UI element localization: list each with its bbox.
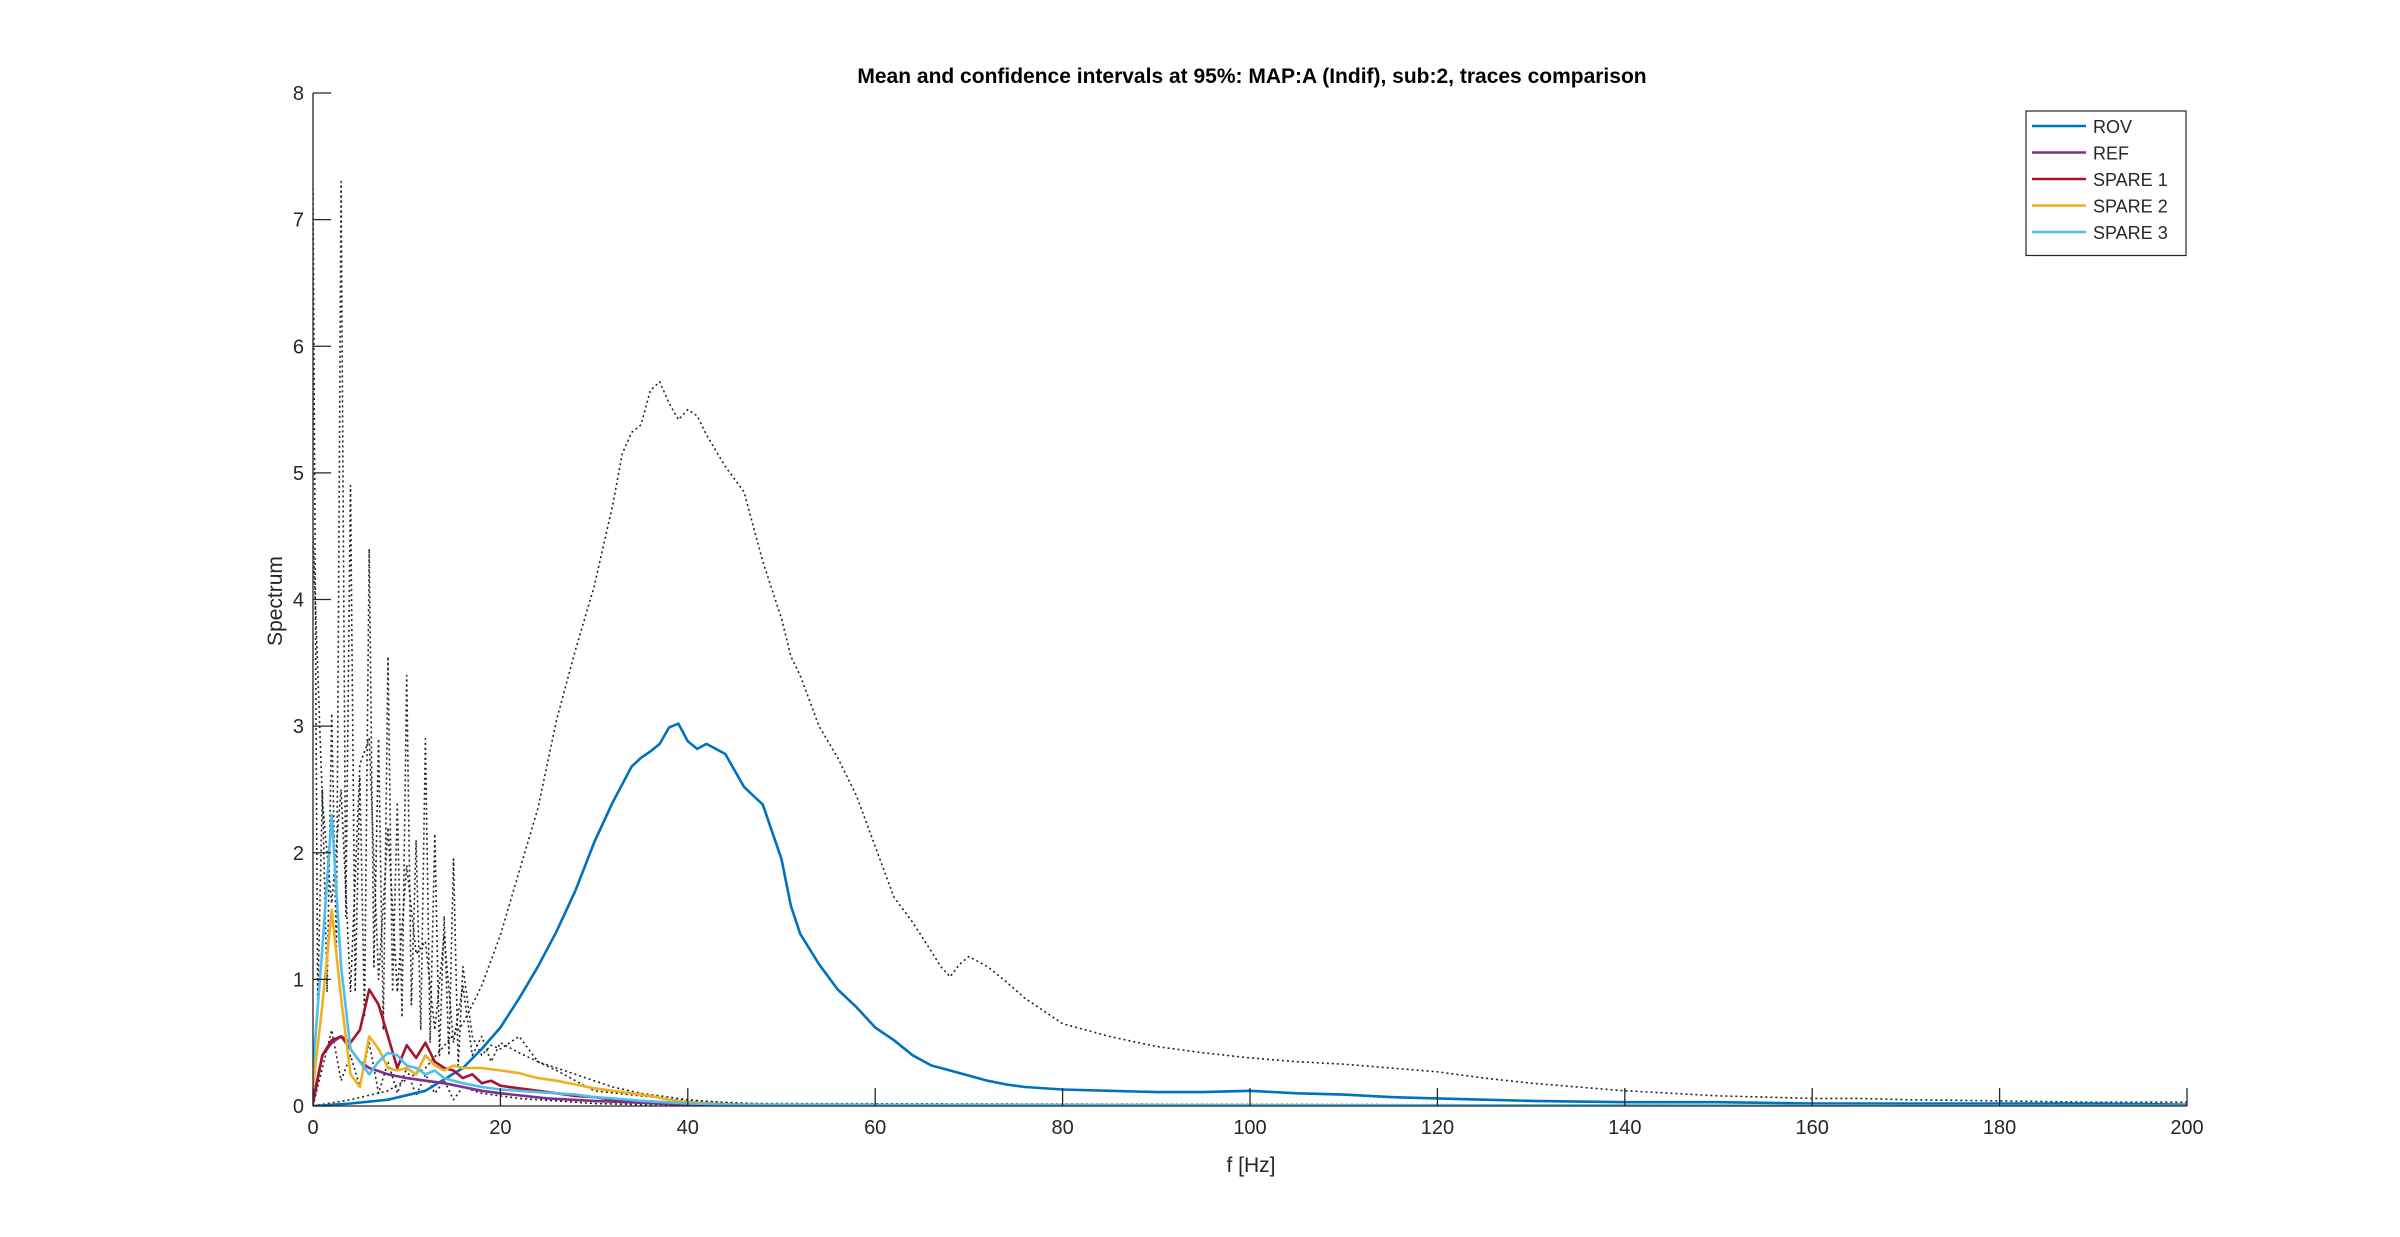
x-tick-label: 180 bbox=[1983, 1117, 2016, 1139]
y-tick-label: 8 bbox=[293, 83, 304, 105]
legend-entry-label: SPARE 3 bbox=[2093, 223, 2168, 243]
y-tick-label: 7 bbox=[293, 210, 304, 232]
legend-entry-label: ROV bbox=[2093, 117, 2132, 137]
x-tick-label: 80 bbox=[1051, 1117, 1073, 1139]
plot-area bbox=[313, 180, 2187, 1106]
y-tick-label: 3 bbox=[293, 716, 304, 738]
y-tick-label: 5 bbox=[293, 463, 304, 485]
x-tick-label: 60 bbox=[864, 1117, 886, 1139]
series-line-rov bbox=[313, 722, 2187, 1106]
x-tick-label: 20 bbox=[489, 1117, 511, 1139]
chart-title: Mean and confidence intervals at 95%: MA… bbox=[857, 65, 1646, 88]
x-tick-label: 40 bbox=[677, 1117, 699, 1139]
y-axis-label: Spectrum bbox=[264, 556, 287, 646]
confidence-bound-line-6 bbox=[313, 180, 2187, 1106]
axes: 0 20 40 60 80 100 120 140 160 180 200 0 1 2 3 4 5 6 7 8 bbox=[293, 83, 2204, 1139]
y-tick-label: 2 bbox=[293, 843, 304, 865]
x-tick-label: 160 bbox=[1796, 1117, 1829, 1139]
y-tick-label: 1 bbox=[293, 969, 304, 991]
x-tick-label: 100 bbox=[1233, 1117, 1266, 1139]
x-tick-label: 0 bbox=[307, 1117, 318, 1139]
legend: ROV REF SPARE 1 SPARE 2 SPARE 3 bbox=[2025, 110, 2187, 257]
legend-entry-label: SPARE 1 bbox=[2093, 170, 2168, 190]
y-tick-label: 6 bbox=[293, 336, 304, 358]
x-tick-label: 140 bbox=[1608, 1117, 1641, 1139]
y-tick-label: 4 bbox=[293, 590, 304, 612]
x-tick-label: 120 bbox=[1421, 1117, 1454, 1139]
x-axis-label: f [Hz] bbox=[1226, 1154, 1275, 1177]
series-line-spare-3 bbox=[313, 813, 2187, 1106]
confidence-bound-line-5 bbox=[313, 380, 2187, 1106]
series-line-spare-2 bbox=[313, 908, 2187, 1106]
confidence-bound-line-8 bbox=[313, 536, 2187, 1106]
legend-entry-label: SPARE 2 bbox=[2093, 197, 2168, 217]
y-tick-label: 0 bbox=[293, 1096, 304, 1118]
legend-entry-label: REF bbox=[2093, 144, 2129, 164]
x-tick-label: 200 bbox=[2170, 1117, 2203, 1139]
